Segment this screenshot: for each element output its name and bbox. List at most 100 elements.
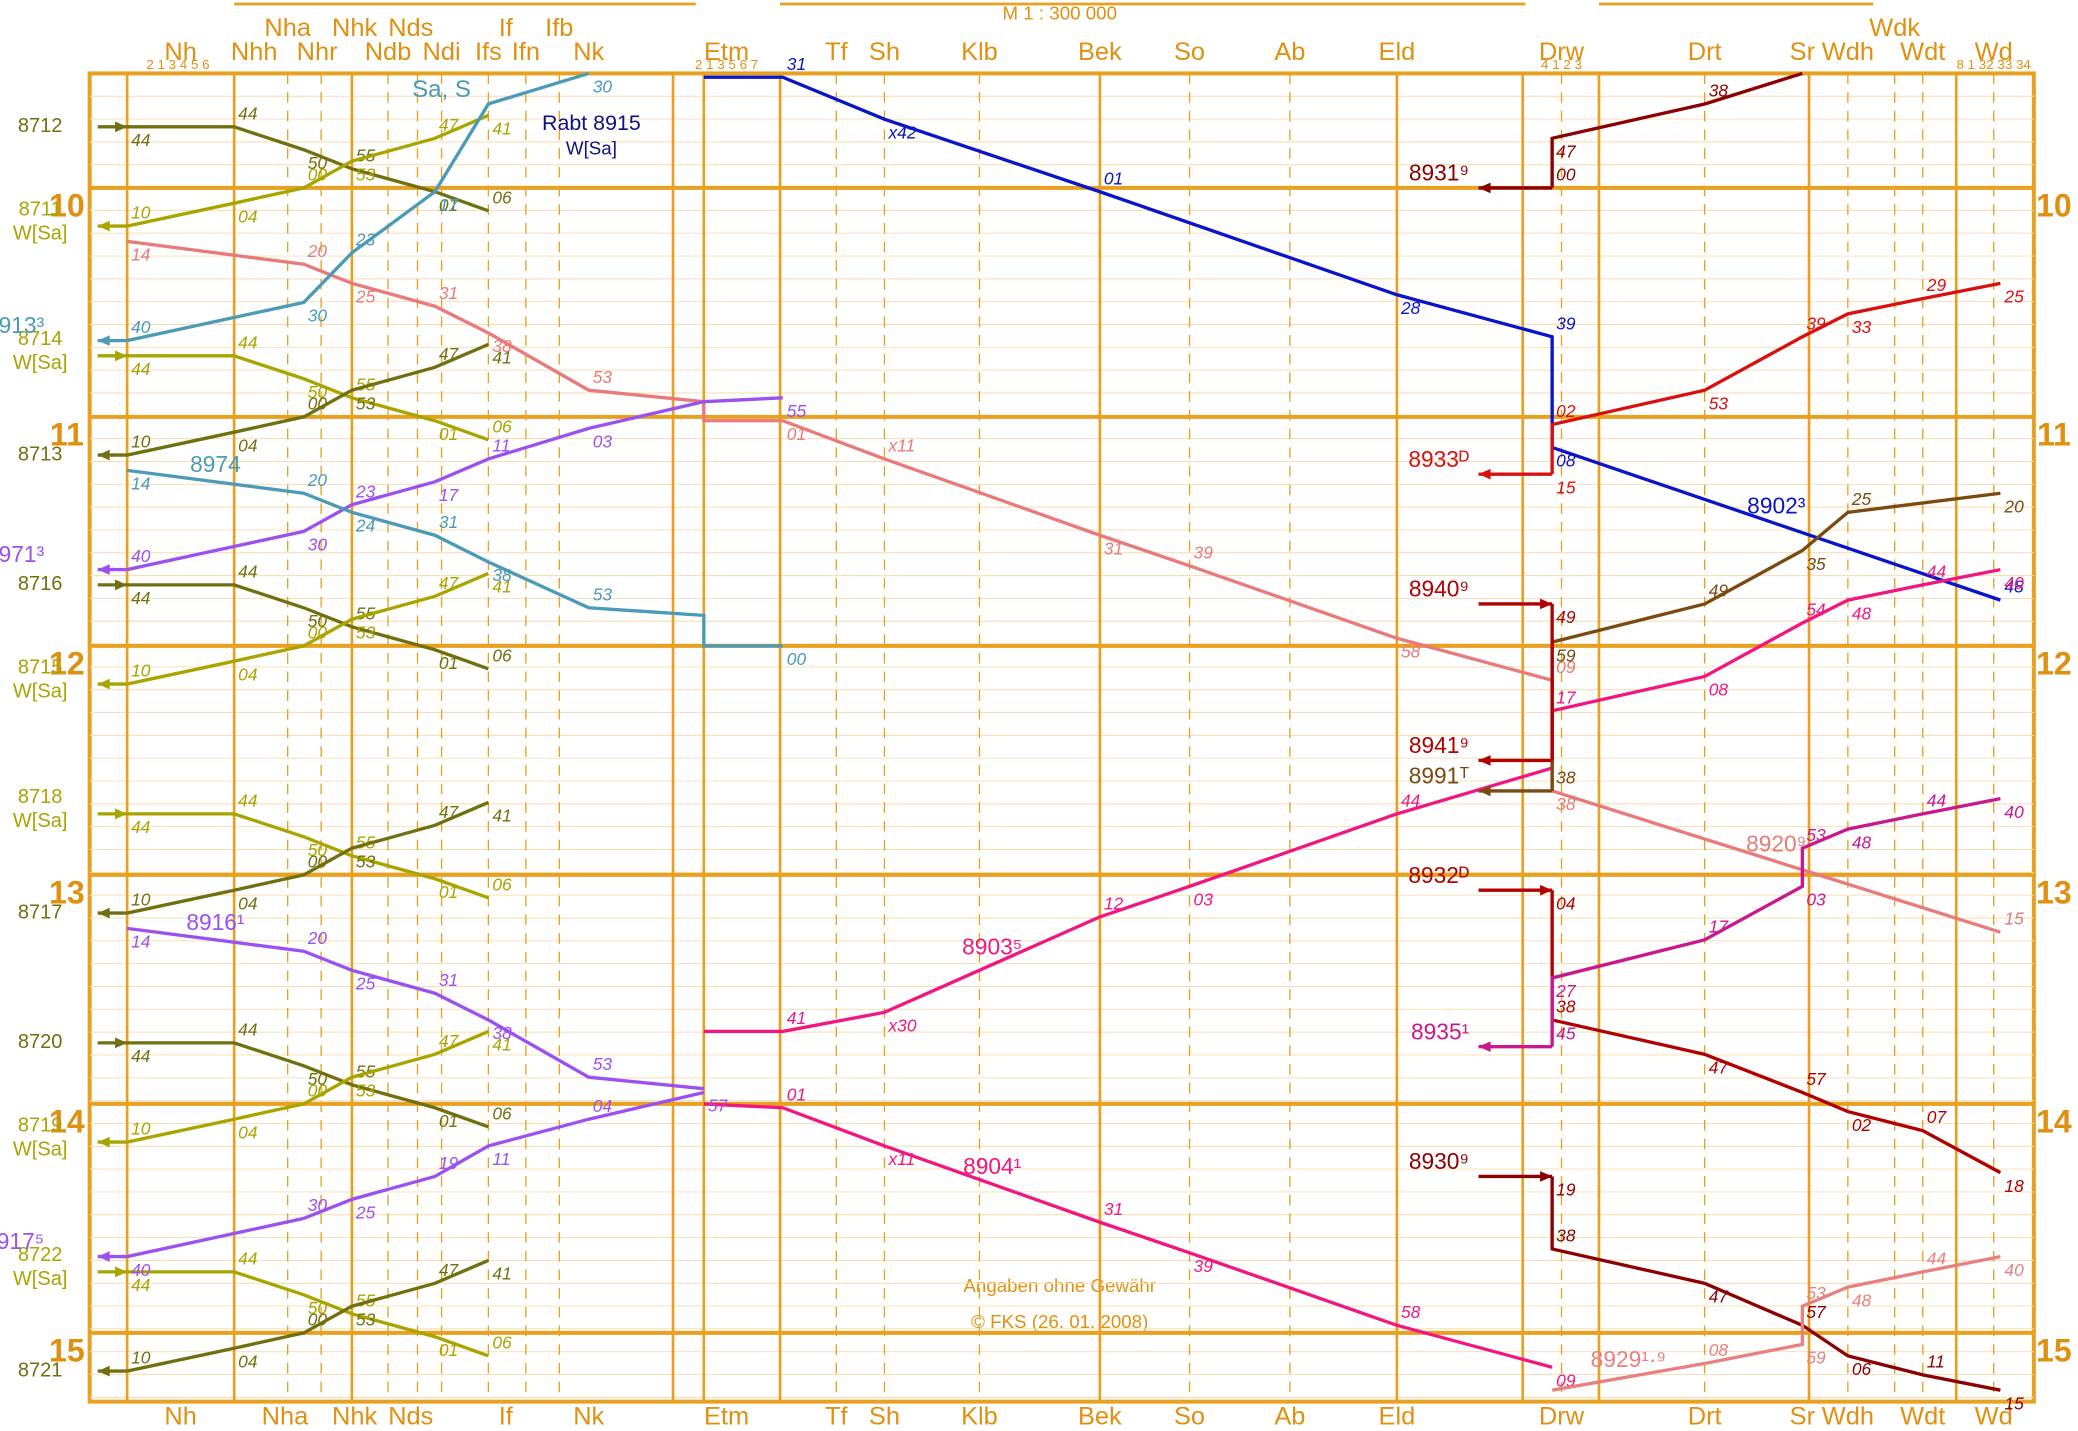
minute-label: 44 — [131, 1046, 150, 1066]
minute-label: 38 — [492, 565, 512, 585]
minute-label: 53 — [356, 393, 376, 413]
minute-label: 47 — [439, 802, 460, 822]
minute-label: 06 — [1852, 1359, 1872, 1379]
arrow-head — [97, 678, 110, 690]
minute-label: 57 — [708, 1096, 729, 1116]
minute-label: 47 — [439, 573, 460, 593]
train-number: 8714 — [18, 328, 63, 350]
train-path — [1550, 796, 2001, 1047]
minute-label: 11 — [492, 1149, 510, 1169]
minute-label: 17 — [439, 485, 460, 505]
minute-label: 48 — [1852, 603, 1872, 623]
hour-label: 13 — [49, 874, 85, 910]
scale: M 1 : 300 000 — [1002, 3, 1117, 24]
minute-label: 31 — [787, 54, 806, 74]
arrow-head — [1540, 598, 1553, 610]
minute-label: 53 — [356, 852, 376, 872]
station-label: Wdh — [1822, 1402, 1874, 1430]
train-number: 8713 — [18, 443, 63, 465]
minute-label: 53 — [593, 1054, 613, 1074]
hour-label: 12 — [2036, 645, 2072, 681]
minute-label: 50 — [308, 1069, 328, 1089]
station-label: Ifn — [512, 38, 540, 66]
minute-label: 10 — [131, 890, 151, 910]
minute-label: 50 — [308, 611, 328, 631]
train-note: W[Sa] — [13, 352, 68, 374]
station-label: Eld — [1379, 1402, 1416, 1430]
station-label: Etm — [704, 38, 749, 66]
minute-label: 44 — [1401, 790, 1420, 810]
minute-label: 25 — [2003, 287, 2024, 307]
train-path — [703, 1102, 1553, 1369]
station-label: Nhk — [332, 14, 377, 42]
minute-label: 41 — [492, 577, 511, 597]
train-number: 8715 — [18, 656, 63, 678]
minute-label: 00 — [787, 649, 807, 669]
train-number: 8721 — [18, 1359, 63, 1381]
train-path — [126, 926, 704, 1091]
station-label: If — [499, 14, 514, 42]
minute-label: x42 — [887, 123, 916, 143]
minute-label: 44 — [238, 332, 257, 352]
minute-label: 31 — [1104, 539, 1123, 559]
minute-label: 50 — [308, 153, 328, 173]
minute-label: 15 — [2004, 909, 2024, 929]
station-label: Nha — [262, 1402, 309, 1430]
station-label: Wd — [1975, 1402, 2013, 1430]
minute-label: 08 — [1709, 1340, 1729, 1360]
minute-label: 00 — [308, 852, 328, 872]
minute-label: 06 — [492, 416, 512, 436]
station-label: Eld — [1379, 38, 1416, 66]
minute-label: 44 — [1927, 1248, 1946, 1268]
minute-label: 11 — [492, 435, 510, 455]
station-label: Ndb — [365, 38, 412, 66]
minute-label: 01 — [787, 1084, 806, 1104]
station-label: Ifs — [475, 38, 502, 66]
minute-label: 38 — [492, 1023, 512, 1043]
station-label: Drw — [1539, 1402, 1585, 1430]
minute-label: 03 — [593, 432, 613, 452]
train-path — [1550, 281, 2001, 475]
minute-label: 01 — [1104, 168, 1123, 188]
train-path — [703, 75, 2001, 602]
minute-label: x30 — [887, 1016, 916, 1036]
train-path — [127, 812, 489, 900]
station-label: Sr — [1790, 38, 1816, 66]
minute-label: 49 — [1556, 607, 1576, 627]
minute-label: 04 — [238, 664, 257, 684]
minute-label: 31 — [439, 512, 458, 532]
minute-label: 14 — [131, 245, 150, 265]
minute-label: 44 — [238, 561, 257, 581]
minute-label: 59 — [1806, 1348, 1826, 1368]
minute-label: 40 — [2004, 573, 2024, 593]
station-label: Nk — [573, 1402, 604, 1430]
minute-label: 04 — [238, 435, 257, 455]
arrow-head — [115, 350, 128, 362]
station-label: Nh — [164, 1402, 196, 1430]
minute-label: 40 — [131, 546, 151, 566]
minute-label: 19 — [439, 1153, 459, 1173]
station-label: Sh — [869, 1402, 900, 1430]
station-label: Nk — [573, 38, 604, 66]
train-path — [127, 1270, 489, 1358]
minute-label: 53 — [356, 622, 376, 642]
minute-label: 10 — [131, 203, 151, 223]
hour-label: 14 — [2036, 1103, 2072, 1139]
arrow-head — [1478, 755, 1491, 766]
frame — [87, 71, 2036, 1404]
minute-label: x11 — [887, 435, 915, 455]
minute-label: 44 — [1927, 561, 1946, 581]
minute-label: 01 — [439, 424, 458, 444]
station-label: Tf — [825, 38, 849, 66]
station-label: Etm — [704, 1402, 749, 1430]
minute-label: 44 — [238, 1019, 257, 1039]
train-number: 8930⁹ — [1409, 1148, 1469, 1174]
minute-label: 03 — [1806, 890, 1826, 910]
minute-label: 06 — [492, 1332, 512, 1352]
minute-label: 38 — [492, 336, 512, 356]
station-label: If — [499, 1402, 514, 1430]
minute-label: 44 — [131, 1275, 150, 1295]
train-path — [126, 239, 2001, 934]
minute-label: 58 — [1401, 1302, 1421, 1322]
station-label: Wdt — [1900, 1402, 1945, 1430]
